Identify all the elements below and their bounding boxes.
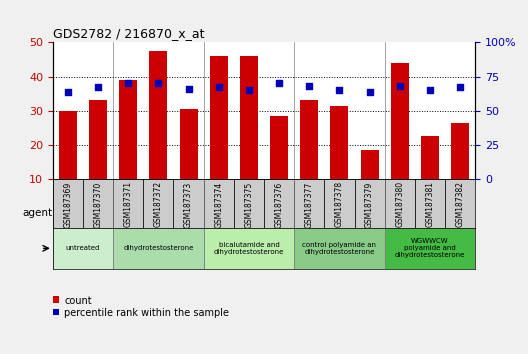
Bar [445, 179, 475, 228]
Text: count: count [64, 296, 92, 306]
Text: GSM187371: GSM187371 [124, 181, 133, 228]
Bar [451, 122, 469, 179]
Text: GDS2782 / 216870_x_at: GDS2782 / 216870_x_at [53, 27, 204, 40]
Bar [331, 105, 348, 179]
Point [154, 81, 163, 86]
Bar [391, 63, 409, 179]
Text: untreated: untreated [66, 245, 100, 251]
Bar [204, 228, 294, 269]
Bar [113, 179, 143, 228]
Bar [264, 179, 294, 228]
Point [64, 89, 72, 95]
Bar [180, 109, 197, 179]
Point [365, 89, 374, 95]
Bar [385, 179, 415, 228]
Point [426, 87, 434, 93]
Bar [143, 179, 174, 228]
Text: bicalutamide and
dihydrotestosterone: bicalutamide and dihydrotestosterone [214, 242, 284, 255]
Point [395, 83, 404, 89]
Bar [270, 116, 288, 179]
Point [214, 85, 223, 90]
Bar [234, 179, 264, 228]
Text: GSM187375: GSM187375 [244, 181, 253, 228]
Text: GSM187376: GSM187376 [275, 181, 284, 228]
Text: GSM187380: GSM187380 [395, 181, 404, 228]
Bar [240, 56, 258, 179]
Text: GSM187370: GSM187370 [93, 181, 102, 228]
Point [94, 85, 102, 90]
Text: GSM187377: GSM187377 [305, 181, 314, 228]
Text: GSM187382: GSM187382 [456, 181, 465, 227]
Bar [354, 179, 385, 228]
Bar [89, 101, 107, 179]
Bar [294, 228, 385, 269]
Bar [53, 228, 113, 269]
Text: GSM187372: GSM187372 [154, 181, 163, 228]
Bar [113, 228, 204, 269]
Bar [385, 228, 475, 269]
Bar [53, 179, 83, 228]
Bar [149, 51, 167, 179]
Text: dihydrotestosterone: dihydrotestosterone [123, 245, 194, 251]
Text: GSM187381: GSM187381 [426, 181, 435, 227]
Text: GSM187379: GSM187379 [365, 181, 374, 228]
Bar [415, 179, 445, 228]
Text: percentile rank within the sample: percentile rank within the sample [64, 308, 229, 318]
Point [244, 87, 253, 93]
Bar [204, 179, 234, 228]
Point [456, 85, 464, 90]
Bar [300, 101, 318, 179]
Text: GSM187374: GSM187374 [214, 181, 223, 228]
Bar [361, 150, 379, 179]
Point [275, 81, 284, 86]
Point [335, 87, 344, 93]
Bar [83, 179, 113, 228]
Bar [294, 179, 324, 228]
Text: GSM187378: GSM187378 [335, 181, 344, 228]
Bar [174, 179, 204, 228]
Text: GSM187369: GSM187369 [63, 181, 72, 228]
Bar [324, 179, 354, 228]
Point [305, 83, 314, 89]
Bar [210, 56, 228, 179]
Bar [119, 80, 137, 179]
Text: WGWWCW
polyamide and
dihydrotestosterone: WGWWCW polyamide and dihydrotestosterone [395, 238, 465, 258]
Bar [421, 136, 439, 179]
Text: control polyamide an
dihydrotestosterone: control polyamide an dihydrotestosterone [303, 242, 376, 255]
Text: GSM187373: GSM187373 [184, 181, 193, 228]
Point [124, 81, 133, 86]
Bar [59, 111, 77, 179]
Point [184, 86, 193, 92]
Text: agent: agent [23, 208, 53, 218]
